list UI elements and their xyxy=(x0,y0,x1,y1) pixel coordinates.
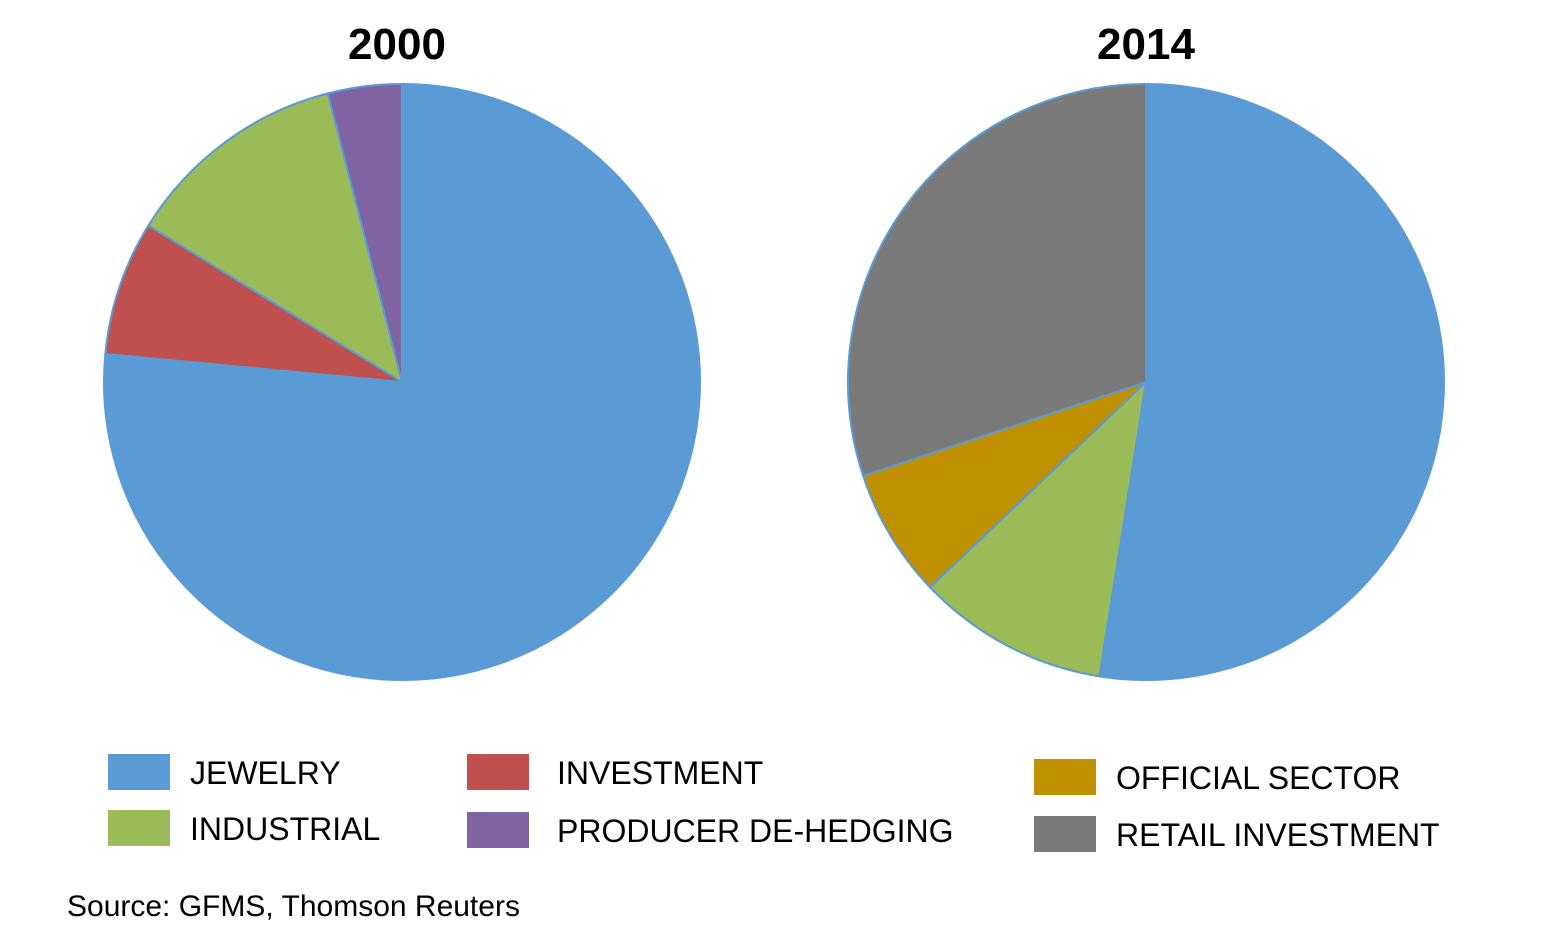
pie-slice-2000-producer-de-hedging xyxy=(326,82,403,383)
legend-label-industrial: INDUSTRIAL xyxy=(190,811,381,847)
pie-slice-2000-jewelry xyxy=(103,82,701,681)
legend-label-producer-de-hedging: PRODUCER DE-HEDGING xyxy=(557,813,954,849)
legend-swatch-jewelry xyxy=(108,754,170,790)
legend-swatch-official-sector xyxy=(1034,759,1096,795)
legend-label-investment: INVESTMENT xyxy=(557,755,764,791)
pie-chart-2014 xyxy=(847,82,1445,681)
pie-slice-2014-retail-investment xyxy=(847,82,1147,478)
pie-slice-2000-industrial xyxy=(147,92,404,385)
pie-slice-2014-industrial xyxy=(928,379,1148,678)
chart-title-2014: 2014 xyxy=(1097,20,1195,69)
pie-slice-2014-official-sector xyxy=(861,381,1147,589)
legend-swatch-producer-de-hedging xyxy=(467,812,529,848)
legend-swatch-industrial xyxy=(108,810,170,846)
pie-slice-2014-jewelry xyxy=(1098,82,1445,681)
chart-title-2000: 2000 xyxy=(348,20,446,69)
pie-chart-2000 xyxy=(103,82,701,681)
legend-swatch-investment xyxy=(467,754,529,790)
source-note: Source: GFMS, Thomson Reuters xyxy=(67,890,520,923)
pie-slice-2000-investment xyxy=(104,224,403,383)
legend-label-official-sector: OFFICIAL SECTOR xyxy=(1116,760,1401,796)
legend-label-jewelry: JEWELRY xyxy=(190,755,341,791)
legend-swatch-retail-investment xyxy=(1034,816,1096,852)
legend-label-retail-investment: RETAIL INVESTMENT xyxy=(1116,817,1440,853)
